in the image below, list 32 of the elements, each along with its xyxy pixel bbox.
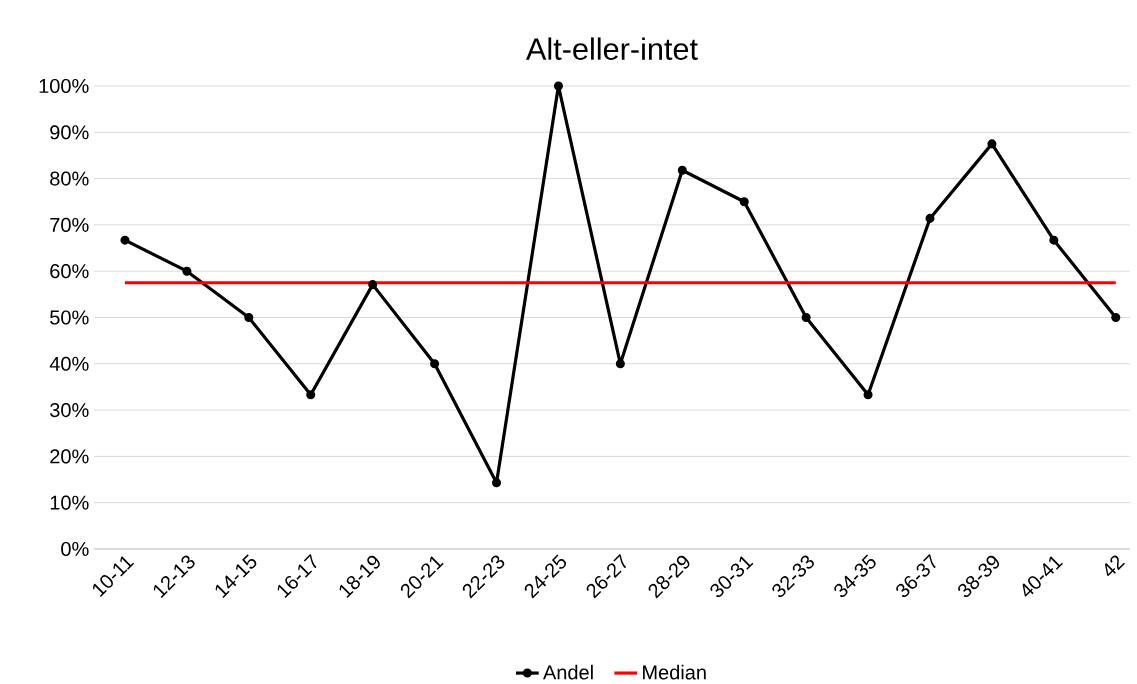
x-tick-label: 42 [1104,555,1125,577]
y-tick-label: 80% [50,171,89,186]
point [925,213,935,223]
point [120,235,130,245]
point [1111,312,1121,323]
y-tick-label: 40% [49,356,89,371]
legend-label: Andel [543,664,593,680]
chart-title: Alt-eller-intet [526,37,698,60]
y-tick-label: 30% [50,403,89,418]
y-tick-label: 10% [50,495,89,510]
point [491,478,502,488]
point [615,359,625,369]
point [1049,235,1059,245]
y-tick-label: 70% [50,217,89,232]
y-tick-label: 0% [61,541,89,557]
point [739,197,749,207]
y-tick-label: 20% [50,449,89,464]
point [182,266,192,276]
point [306,390,316,400]
y-tick-label: 100% [39,78,89,94]
point [368,280,378,290]
point [801,312,811,323]
point [244,312,254,323]
point [987,139,997,149]
y-tick-label: 90% [50,125,89,140]
y-tick-label: 60% [50,264,89,279]
y-tick-label: 50% [50,310,89,325]
point [677,165,687,175]
legend-label: Median [643,664,706,680]
point [430,359,440,369]
point [863,390,873,400]
point [553,81,563,91]
